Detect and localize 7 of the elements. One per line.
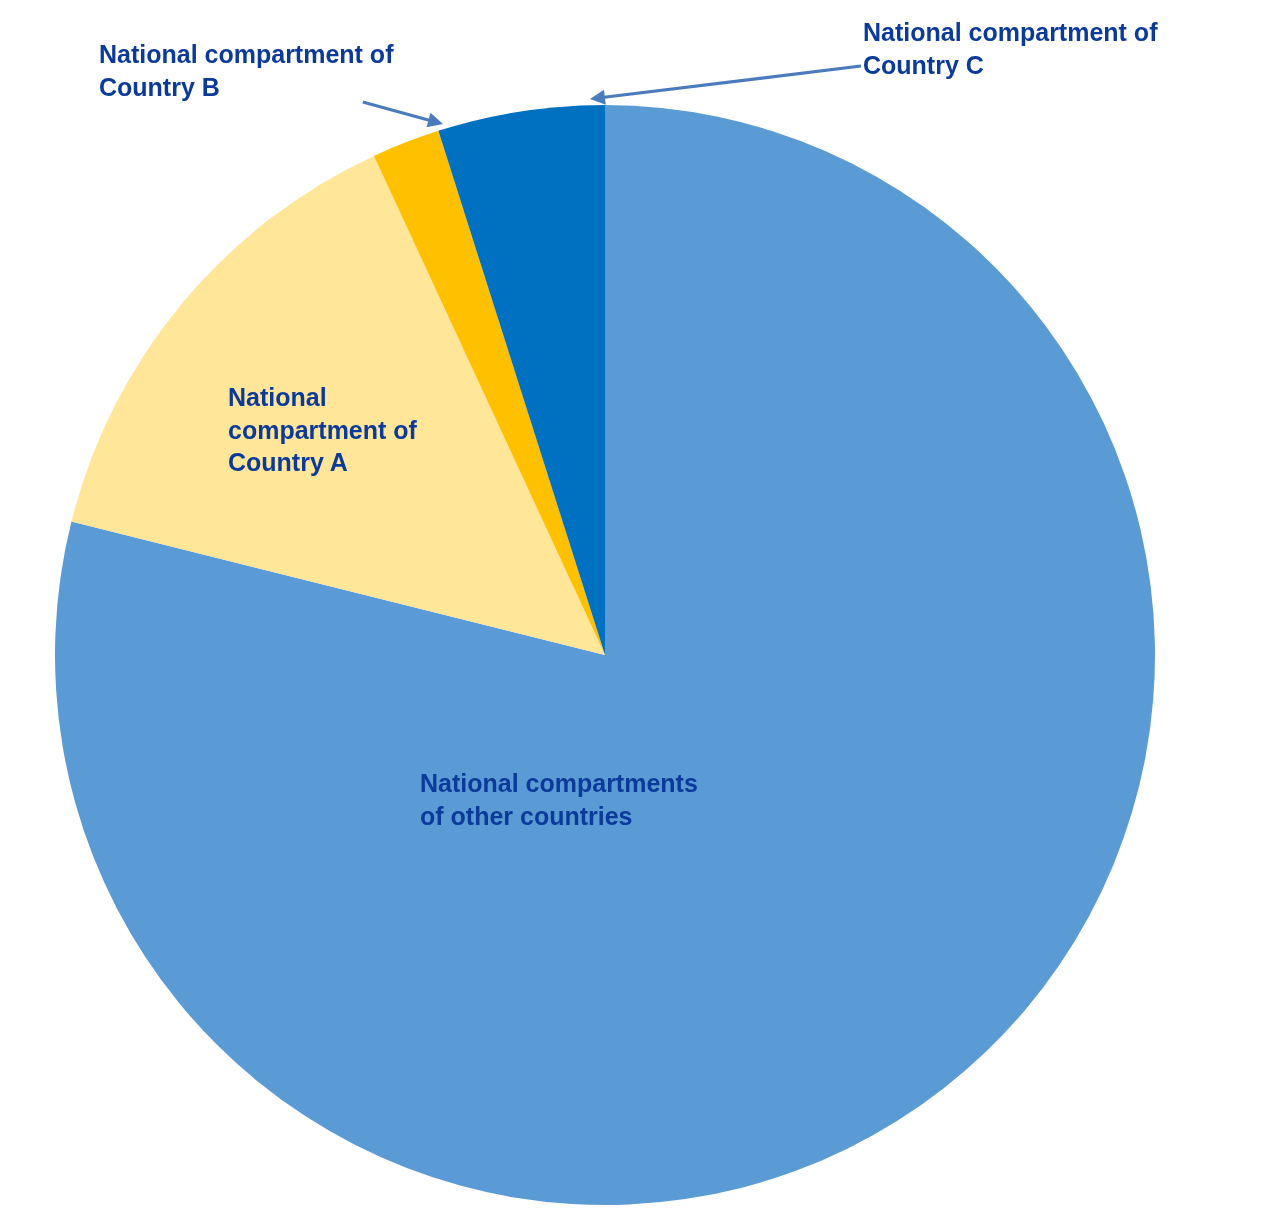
slice-label: National compartments of other countries	[420, 769, 698, 830]
pie-slice	[438, 105, 605, 655]
slice-label: National compartment of Country C	[863, 18, 1159, 79]
pie-slice	[55, 105, 1155, 1205]
slice-label: National compartment of Country A	[228, 383, 418, 476]
pie-slice	[71, 155, 605, 655]
slice-label: National compartment of Country B	[99, 40, 395, 101]
